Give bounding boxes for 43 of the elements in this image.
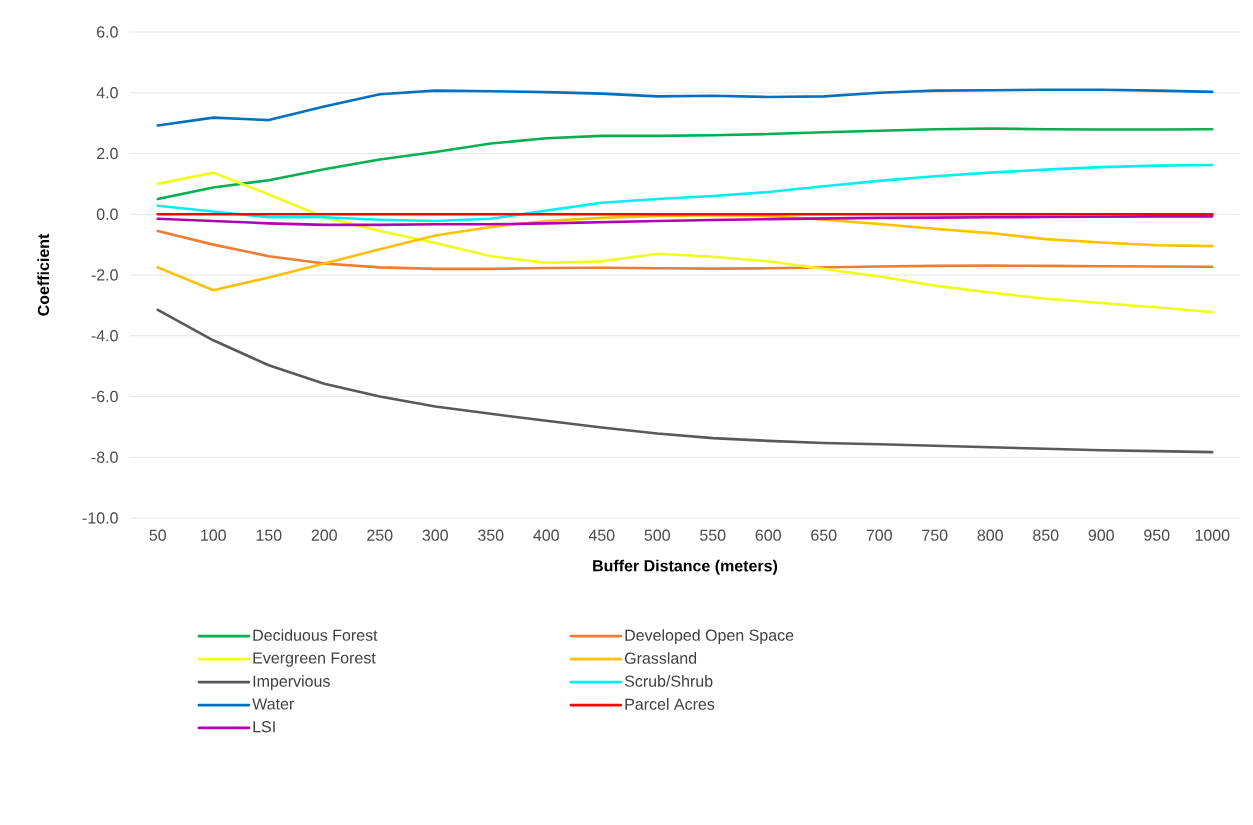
- x-axis-title: Buffer Distance (meters): [593, 559, 778, 575]
- x-tick-label: 900: [1088, 529, 1114, 541]
- y-tick-label: -8.0: [91, 451, 118, 463]
- y-tick-label: 2.0: [97, 147, 118, 160]
- legend-label: Grassland: [624, 652, 697, 664]
- x-tick-label: 250: [367, 529, 393, 541]
- y-tick-label: 6.0: [97, 26, 118, 38]
- line-series: [156, 127, 1214, 201]
- x-tick-label: 550: [700, 529, 726, 541]
- legend-label: Developed Open Space: [625, 629, 794, 645]
- x-tick-label: 750: [922, 529, 948, 541]
- x-tick-label: 600: [755, 529, 781, 541]
- legend-label: Deciduous Forest: [253, 629, 378, 641]
- x-tick-label: 150: [256, 529, 282, 541]
- y-axis-title: Coefficient: [37, 233, 50, 316]
- x-tick-label: 100: [201, 529, 226, 541]
- line-series: [156, 88, 1214, 127]
- legend-label: Scrub/Shrub: [624, 675, 713, 687]
- line-series: [156, 163, 1214, 223]
- x-tick-label: 300: [422, 529, 448, 541]
- x-tick-label: 500: [644, 529, 670, 541]
- x-tick-label: 700: [866, 529, 892, 541]
- y-tick-label: -6.0: [91, 390, 118, 403]
- x-tick-label: 650: [811, 529, 837, 541]
- legend-label: Impervious: [253, 675, 330, 691]
- x-tick-label: 350: [478, 529, 504, 541]
- legend-label: Evergreen Forest: [253, 652, 376, 667]
- legend-label: Water: [252, 698, 294, 710]
- y-tick-label: 4.0: [96, 87, 118, 99]
- x-tick-label: 950: [1144, 529, 1170, 541]
- x-tick-label: 400: [533, 529, 559, 541]
- x-tick-label: 1000: [1195, 529, 1230, 541]
- y-tick-label: -10.0: [82, 512, 118, 524]
- x-tick-label: 200: [311, 529, 337, 541]
- x-tick-label: 800: [977, 529, 1003, 541]
- x-tick-label: 50: [149, 529, 167, 541]
- y-tick-label: -2.0: [91, 269, 118, 281]
- legend-label: Parcel Acres: [625, 698, 715, 710]
- y-tick-label: -4.0: [91, 330, 118, 342]
- y-tick-label: 0.0: [96, 208, 118, 220]
- legend-label: LSI: [253, 721, 275, 733]
- x-tick-label: 850: [1033, 529, 1059, 541]
- x-tick-label: 450: [588, 529, 615, 541]
